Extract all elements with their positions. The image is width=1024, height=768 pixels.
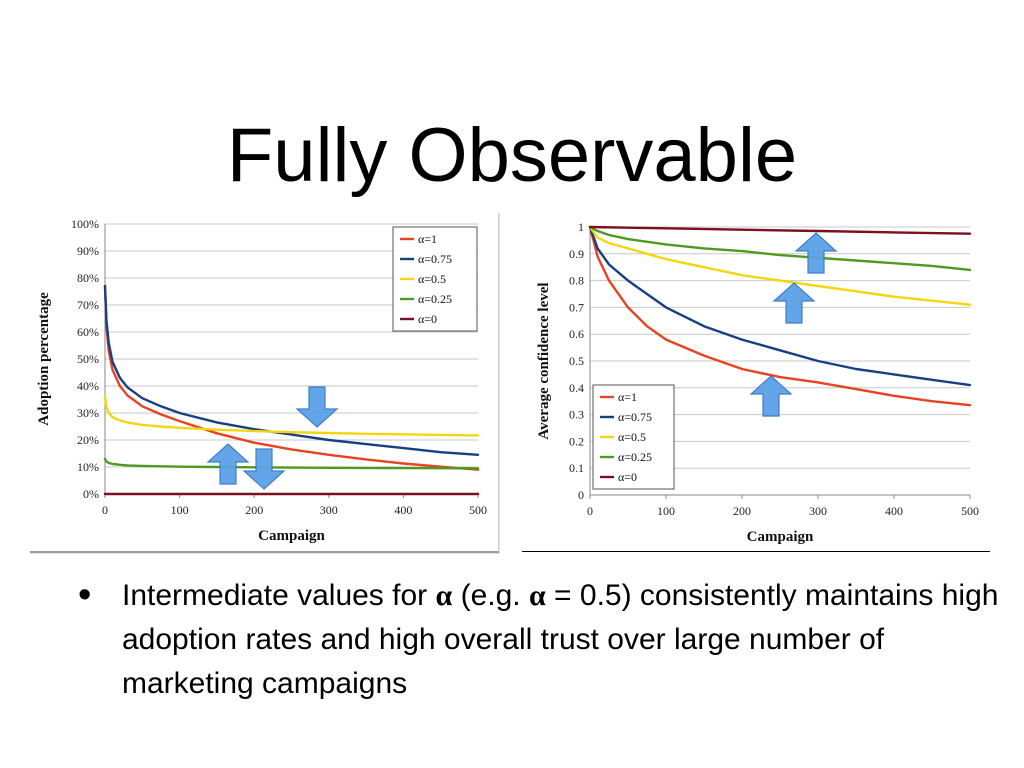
x-tick-label: 0 xyxy=(102,503,108,517)
x-axis-label: Campaign xyxy=(258,528,325,544)
arrow-up-icon xyxy=(772,282,816,324)
series-line xyxy=(588,225,972,235)
arrow-up-icon xyxy=(794,232,838,274)
legend-entry: α=0.75 xyxy=(618,410,652,424)
series-line xyxy=(588,225,972,272)
bullet-dot: • xyxy=(78,574,92,616)
bullet-text-part-3: = 0.5) consistently maintains high adopt… xyxy=(122,579,999,700)
arrow-down-icon xyxy=(295,386,339,428)
series-line xyxy=(588,225,972,306)
legend-entry: α=0 xyxy=(618,470,637,484)
y-tick-label: 0.9 xyxy=(569,247,584,261)
y-tick-label: 50% xyxy=(77,352,99,366)
x-tick-label: 500 xyxy=(961,504,979,518)
legend-entry: α=0.25 xyxy=(418,292,452,306)
y-tick-label: 0.3 xyxy=(569,408,584,422)
x-tick-label: 400 xyxy=(885,504,903,518)
x-tick-label: 0 xyxy=(587,504,593,518)
y-tick-label: 0.6 xyxy=(569,327,584,341)
y-tick-label: 90% xyxy=(77,244,99,258)
x-tick-label: 300 xyxy=(809,504,827,518)
arrow-up-icon xyxy=(206,443,250,485)
x-axis-label: Campaign xyxy=(747,529,814,545)
alpha-symbol-1: α xyxy=(435,579,453,612)
y-tick-label: 100% xyxy=(71,217,99,231)
y-tick-label: 40% xyxy=(77,379,99,393)
slide-title: Fully Observable xyxy=(226,113,798,198)
y-tick-label: 0% xyxy=(83,487,99,501)
y-tick-label: 0.2 xyxy=(569,434,584,448)
arrow-up-icon xyxy=(749,375,793,417)
y-tick-label: 20% xyxy=(77,433,99,447)
y-tick-label: 0.7 xyxy=(569,300,584,314)
x-tick-label: 200 xyxy=(245,503,263,517)
legend-entry: α=0.5 xyxy=(618,430,646,444)
y-tick-label: 0 xyxy=(578,488,584,502)
series-line xyxy=(103,284,480,457)
series-line xyxy=(588,225,972,407)
confidence-chart: 0 0.1 0.2 0.3 0.4 0.5 0.6 0.7 0.8 0.9 1 0 100 200 300 4… xyxy=(536,220,979,545)
legend-entry: α=1 xyxy=(418,232,437,246)
bullet-text: Intermediate values for α (e.g. α = 0.5)… xyxy=(122,574,1002,706)
legend-entry: α=0 xyxy=(418,312,437,326)
y-tick-label: 0.5 xyxy=(569,354,584,368)
x-tick-label: 300 xyxy=(320,503,338,517)
x-tick-label: 200 xyxy=(733,504,751,518)
adoption-chart: 0% 10% 20% 30% 40% 50% 60% 70% 80% 90% 100% 0 100 200… xyxy=(36,217,487,544)
y-axis-label: Average confidence level xyxy=(536,282,552,439)
y-tick-label: 0.4 xyxy=(569,381,584,395)
x-tick-label: 500 xyxy=(469,503,487,517)
y-tick-label: 30% xyxy=(77,406,99,420)
x-tick-label: 400 xyxy=(394,503,412,517)
x-tick-label: 100 xyxy=(171,503,189,517)
y-tick-label: 80% xyxy=(77,271,99,285)
bullet-text-part-1: Intermediate values for xyxy=(122,579,436,612)
alpha-symbol-2: α xyxy=(528,579,546,612)
y-tick-label: 0.1 xyxy=(569,461,584,475)
y-tick-label: 1 xyxy=(578,220,584,234)
series-line xyxy=(103,395,480,437)
legend-entry: α=0.75 xyxy=(418,252,452,266)
legend-entry: α=1 xyxy=(618,390,637,404)
y-tick-label: 10% xyxy=(77,460,99,474)
bullet-text-part-2: (e.g. xyxy=(452,579,529,612)
series-line xyxy=(103,457,480,470)
legend-entry: α=0.5 xyxy=(418,272,446,286)
y-tick-label: 70% xyxy=(77,298,99,312)
y-tick-label: 0.8 xyxy=(569,274,584,288)
confidence-chart-panel: 0 0.1 0.2 0.3 0.4 0.5 0.6 0.7 0.8 0.9 1 0 100 200 300 4… xyxy=(522,213,990,552)
x-tick-label: 100 xyxy=(657,504,675,518)
adoption-chart-panel: 0% 10% 20% 30% 40% 50% 60% 70% 80% 90% 100% 0 100 200… xyxy=(30,213,499,553)
series-line xyxy=(588,225,972,387)
arrow-down-icon xyxy=(242,448,286,490)
y-axis-label: Adoption percentage xyxy=(36,292,52,426)
series-line xyxy=(103,284,480,471)
y-tick-label: 60% xyxy=(77,325,99,339)
legend-entry: α=0.25 xyxy=(618,450,652,464)
